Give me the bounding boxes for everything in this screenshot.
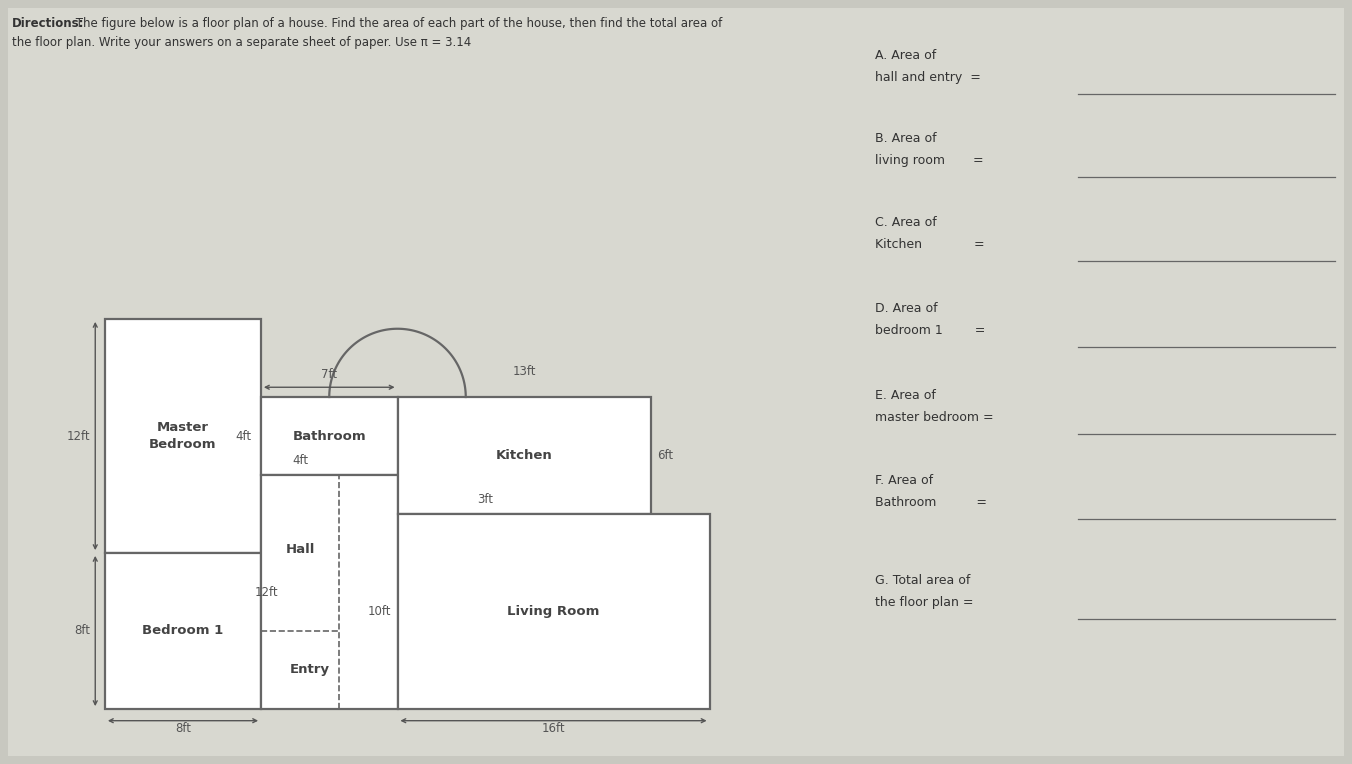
- Text: 12ft: 12ft: [256, 585, 279, 598]
- Bar: [261, 475, 397, 709]
- Text: Directions:: Directions:: [12, 17, 84, 30]
- Text: 12ft: 12ft: [66, 429, 91, 442]
- Text: 7ft: 7ft: [322, 368, 337, 381]
- Text: master bedroom =: master bedroom =: [875, 411, 994, 424]
- Text: G. Total area of: G. Total area of: [875, 574, 971, 587]
- Text: 3ft: 3ft: [477, 494, 493, 507]
- Bar: [397, 514, 710, 709]
- Text: A. Area of: A. Area of: [875, 49, 936, 62]
- Text: 10ft: 10ft: [368, 605, 392, 618]
- Bar: [105, 319, 261, 553]
- Text: bedroom 1        =: bedroom 1 =: [875, 324, 986, 337]
- Text: F. Area of: F. Area of: [875, 474, 933, 487]
- Text: Bathroom: Bathroom: [292, 429, 366, 442]
- Text: C. Area of: C. Area of: [875, 216, 937, 229]
- Text: Living Room: Living Room: [507, 605, 600, 618]
- Text: Master
Bedroom: Master Bedroom: [149, 421, 216, 451]
- Text: 8ft: 8ft: [174, 722, 191, 735]
- Bar: [397, 397, 652, 514]
- Text: Entry: Entry: [289, 663, 330, 676]
- Text: the floor plan =: the floor plan =: [875, 596, 973, 609]
- Text: the floor plan. Write your answers on a separate sheet of paper. Use π = 3.14: the floor plan. Write your answers on a …: [12, 36, 472, 49]
- Text: 8ft: 8ft: [74, 624, 91, 637]
- Text: E. Area of: E. Area of: [875, 389, 936, 402]
- Text: The figure below is a floor plan of a house. Find the area of each part of the h: The figure below is a floor plan of a ho…: [72, 17, 722, 30]
- Text: B. Area of: B. Area of: [875, 132, 937, 145]
- Text: hall and entry  =: hall and entry =: [875, 71, 980, 84]
- Text: Kitchen: Kitchen: [496, 449, 553, 462]
- Text: 13ft: 13ft: [512, 364, 535, 377]
- Text: Kitchen             =: Kitchen =: [875, 238, 984, 251]
- Text: 16ft: 16ft: [542, 722, 565, 735]
- Text: Bathroom          =: Bathroom =: [875, 496, 987, 509]
- Text: D. Area of: D. Area of: [875, 302, 938, 315]
- Bar: [261, 397, 397, 475]
- Text: living room       =: living room =: [875, 154, 984, 167]
- Text: Hall: Hall: [285, 542, 315, 555]
- Bar: [105, 553, 261, 709]
- Text: 4ft: 4ft: [235, 429, 251, 442]
- Text: Bedroom 1: Bedroom 1: [142, 624, 223, 637]
- Text: 4ft: 4ft: [292, 455, 308, 468]
- Text: 6ft: 6ft: [657, 449, 673, 462]
